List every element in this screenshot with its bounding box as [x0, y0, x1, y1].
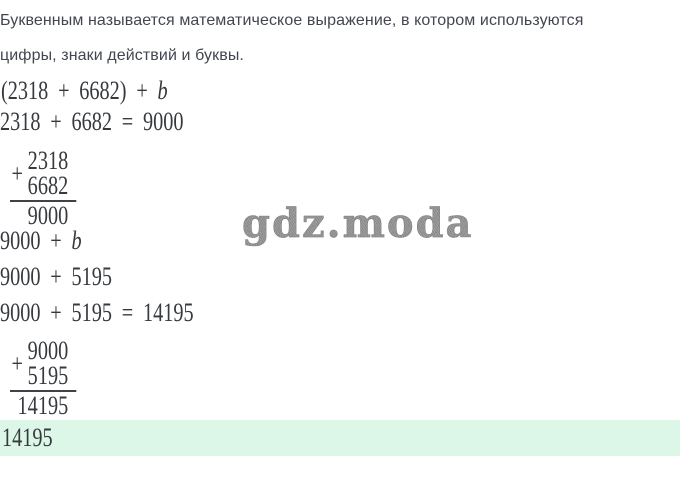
plus-operator: +: [11, 158, 24, 188]
variable-b: b: [157, 76, 168, 105]
column-addition-1-sum: 9000: [27, 201, 69, 230]
equation-first-sum: 2318 + 6682 = 9000: [0, 107, 184, 136]
column-addition-1-addends: + 2318 6682: [10, 146, 77, 202]
site-watermark: gdz.moda: [242, 200, 474, 247]
addend-top: 2318: [27, 146, 69, 175]
answer-value: 14195: [2, 423, 53, 452]
expression-bracketed-prefix: (2318 + 6682) +: [1, 76, 158, 105]
column-addition-2-sum: 14195: [17, 391, 69, 420]
addend-bottom: 5195: [27, 361, 69, 390]
answer-highlight-band: 14195: [0, 420, 680, 456]
expression-substituted: 9000 + 5195: [0, 262, 113, 291]
variable-b: b: [71, 226, 82, 255]
equation-final-sum: 9000 + 5195 = 14195: [0, 298, 194, 327]
addend-bottom: 6682: [27, 171, 69, 200]
expression-simplified-prefix: 9000 +: [0, 226, 72, 255]
column-addition-1: + 2318 6682 9000: [10, 146, 77, 230]
addend-top: 9000: [27, 336, 69, 365]
expression-simplified: 9000 + b: [0, 226, 82, 256]
definition-line-1: Буквенным называется математическое выра…: [0, 12, 584, 29]
definition-line-2: цифры, знаки действий и буквы.: [0, 47, 244, 64]
plus-operator: +: [11, 348, 24, 378]
definition-paragraph: Буквенным называется математическое выра…: [0, 3, 680, 73]
column-addition-2: + 9000 5195 14195: [10, 336, 77, 420]
column-addition-2-addends: + 9000 5195: [10, 336, 77, 392]
expression-bracketed: (2318 + 6682) + b: [1, 76, 168, 106]
